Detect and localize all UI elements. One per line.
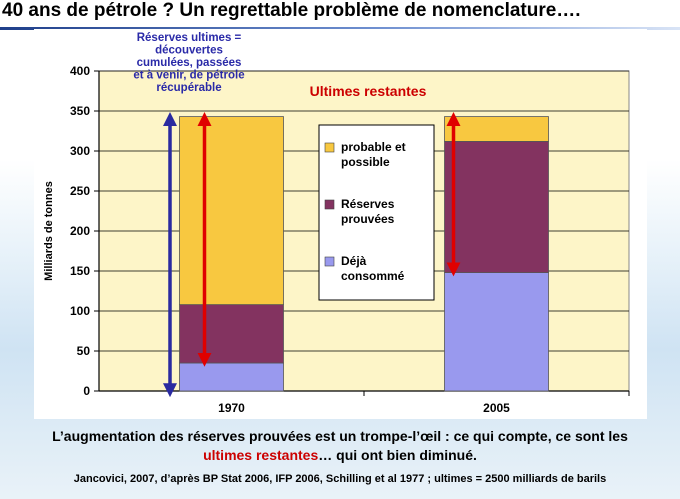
bar-2005-series-1 xyxy=(444,141,549,273)
slide-title: 40 ans de pétrole ? Un regrettable probl… xyxy=(2,0,581,21)
legend-label-0: consommé xyxy=(341,269,405,283)
title-underline xyxy=(0,27,680,30)
chart-panel: 0 50 100 150 200 250 300 350 400 Milliards de ton… xyxy=(34,29,647,419)
caption-line-1: L’augmentation des réserves prouvées est… xyxy=(52,428,628,444)
y-tick-label: 400 xyxy=(70,64,90,78)
bar-1970-series-2 xyxy=(179,116,284,305)
annotation-ultimate-reserves-line: et à venir, de pétrole xyxy=(133,70,244,82)
legend-box xyxy=(318,124,435,301)
x-tick-label-1970: 1970 xyxy=(218,401,245,415)
y-tick-label: 100 xyxy=(70,304,90,318)
annotation-ultimes-restantes: Ultimes restantes xyxy=(310,83,427,99)
y-tick-label: 250 xyxy=(70,184,90,198)
y-tick-label: 300 xyxy=(70,144,90,158)
x-tick-label-2005: 2005 xyxy=(483,401,510,415)
caption-highlight: ultimes restantes xyxy=(203,447,319,463)
annotation-ultimate-reserves-line: récupérable xyxy=(156,82,221,94)
legend-label-2: probable et xyxy=(341,140,406,154)
bar-1970-series-1 xyxy=(179,304,284,364)
caption-rest: … qui ont bien diminué. xyxy=(318,447,477,463)
y-tick-label: 0 xyxy=(83,384,90,398)
legend-swatch-2 xyxy=(324,142,335,153)
legend-label-2: possible xyxy=(341,155,390,169)
bar-2005-series-0 xyxy=(444,272,549,392)
annotation-ultimate-reserves-line: découvertes xyxy=(155,45,223,57)
bar-2005-series-2 xyxy=(444,116,549,142)
annotation-ultimate-reserves-line: Réserves ultimes = xyxy=(137,32,242,44)
annotation-ultimate-reserves-line: cumulées, passées xyxy=(137,57,242,69)
bar-1970-series-0 xyxy=(179,362,284,392)
legend-swatch-1 xyxy=(324,199,335,210)
legend-label-1: Réserves xyxy=(341,197,395,211)
legend-label-1: prouvées xyxy=(341,212,395,226)
source-citation: Jancovici, 2007, d’après BP Stat 2006, I… xyxy=(73,473,607,485)
caption-line-2: ultimes restantes… qui ont bien diminué. xyxy=(0,447,680,463)
y-axis-label: Milliards de tonnes xyxy=(43,181,55,281)
stacked-bar-chart: 0 50 100 150 200 250 300 350 400 Milliards de ton… xyxy=(43,32,630,415)
y-tick-label: 200 xyxy=(70,224,90,238)
legend-label-0: Déjà xyxy=(341,254,367,268)
y-tick-label: 150 xyxy=(70,264,90,278)
y-tick-label: 350 xyxy=(70,104,90,118)
legend-swatch-0 xyxy=(324,256,335,267)
y-tick-label: 50 xyxy=(77,344,91,358)
